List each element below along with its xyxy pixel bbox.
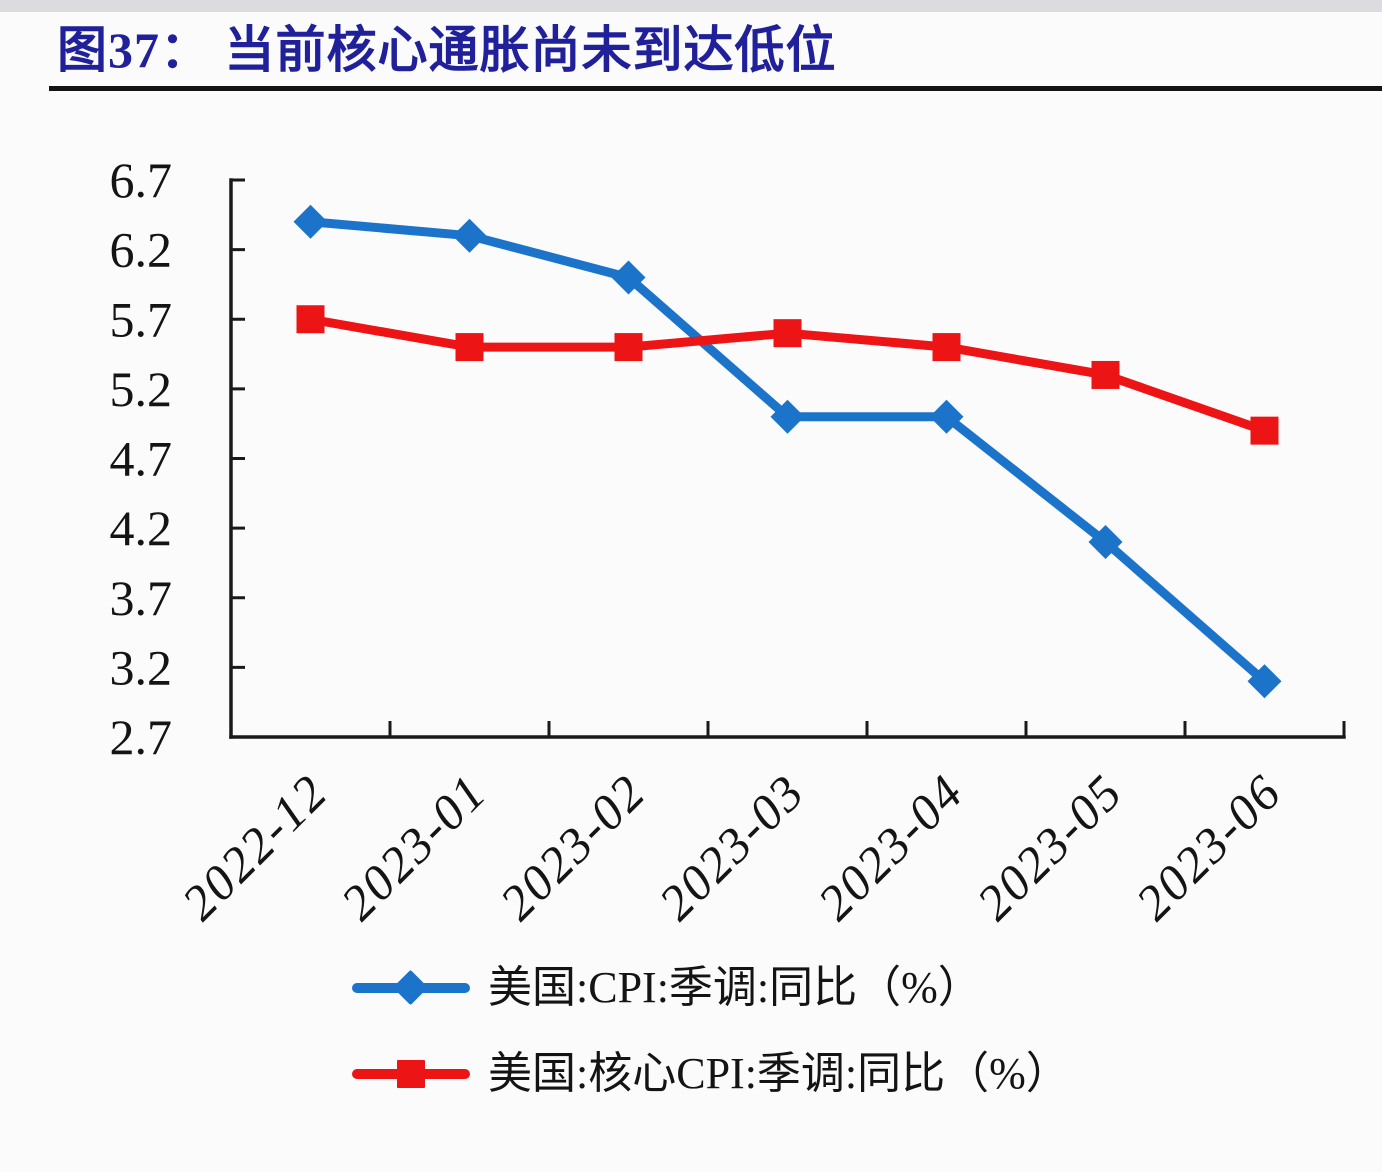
data-point-square — [932, 333, 961, 362]
y-tick-label: 5.2 — [110, 361, 173, 417]
page-edge-shadow — [0, 0, 1382, 12]
y-tick-label: 4.7 — [110, 431, 173, 487]
legend-label-core-cpi: 美国:核心CPI:季调:同比（%） — [488, 1049, 1070, 1098]
x-tick-label: 2023-06 — [1125, 763, 1292, 930]
y-tick-label: 2.7 — [110, 709, 173, 765]
data-point-diamond — [1088, 525, 1123, 560]
y-axis-ticks — [231, 178, 245, 739]
data-point-diamond — [770, 399, 805, 434]
y-axis-labels: 6.7 6.2 5.7 5.2 4.7 4.2 3.7 3.2 2.7 — [110, 152, 173, 765]
data-point-square — [455, 333, 484, 362]
data-point-square — [1250, 416, 1279, 445]
y-tick-label: 6.7 — [110, 152, 173, 208]
x-tick-label: 2023-01 — [330, 763, 497, 930]
y-tick-label: 3.7 — [110, 570, 173, 626]
x-axis-labels: 2022-122023-012023-022023-032023-042023-… — [171, 763, 1292, 930]
legend-item-core-cpi: 美国:核心CPI:季调:同比（%） — [352, 1042, 1070, 1106]
x-tick-label: 2022-12 — [171, 763, 338, 930]
legend-marker-diamond-icon — [352, 968, 470, 1008]
series-line — [306, 217, 1269, 686]
chart-legend: 美国:CPI:季调:同比（%） 美国:核心CPI:季调:同比（%） — [352, 956, 1070, 1128]
data-point-diamond — [929, 399, 964, 434]
y-tick-label: 4.2 — [110, 500, 173, 556]
square-icon — [397, 1060, 425, 1088]
y-tick-label: 3.2 — [110, 639, 173, 695]
series-core-cpi — [296, 305, 1279, 445]
data-point-square — [296, 305, 325, 334]
data-point-diamond — [1247, 664, 1282, 699]
diamond-icon — [392, 969, 429, 1006]
x-tick-label: 2023-03 — [648, 763, 815, 930]
data-point-diamond — [452, 218, 487, 253]
y-tick-label: 6.2 — [110, 222, 173, 278]
data-point-square — [614, 333, 643, 362]
data-point-square — [1091, 360, 1120, 389]
data-point-diamond — [293, 204, 328, 239]
x-axis-ticks — [229, 721, 1346, 737]
x-tick-label: 2023-04 — [807, 763, 974, 930]
axes — [229, 178, 1346, 739]
x-tick-label: 2023-05 — [966, 763, 1133, 930]
title-divider — [49, 86, 1382, 91]
legend-label-cpi: 美国:CPI:季调:同比（%） — [488, 963, 982, 1012]
data-point-square — [773, 319, 802, 348]
series-cpi — [293, 204, 1282, 699]
legend-item-cpi: 美国:CPI:季调:同比（%） — [352, 956, 1070, 1020]
figure-title: 图37： 当前核心通胀尚未到达低位 — [57, 22, 837, 78]
data-point-diamond — [611, 260, 646, 295]
legend-marker-square-icon — [352, 1054, 470, 1094]
y-tick-label: 5.7 — [110, 291, 173, 347]
cpi-inflation-line-chart: 6.76.25.75.24.74.23.73.22.72022-122023-0… — [110, 152, 1346, 931]
x-tick-label: 2023-02 — [489, 763, 656, 930]
